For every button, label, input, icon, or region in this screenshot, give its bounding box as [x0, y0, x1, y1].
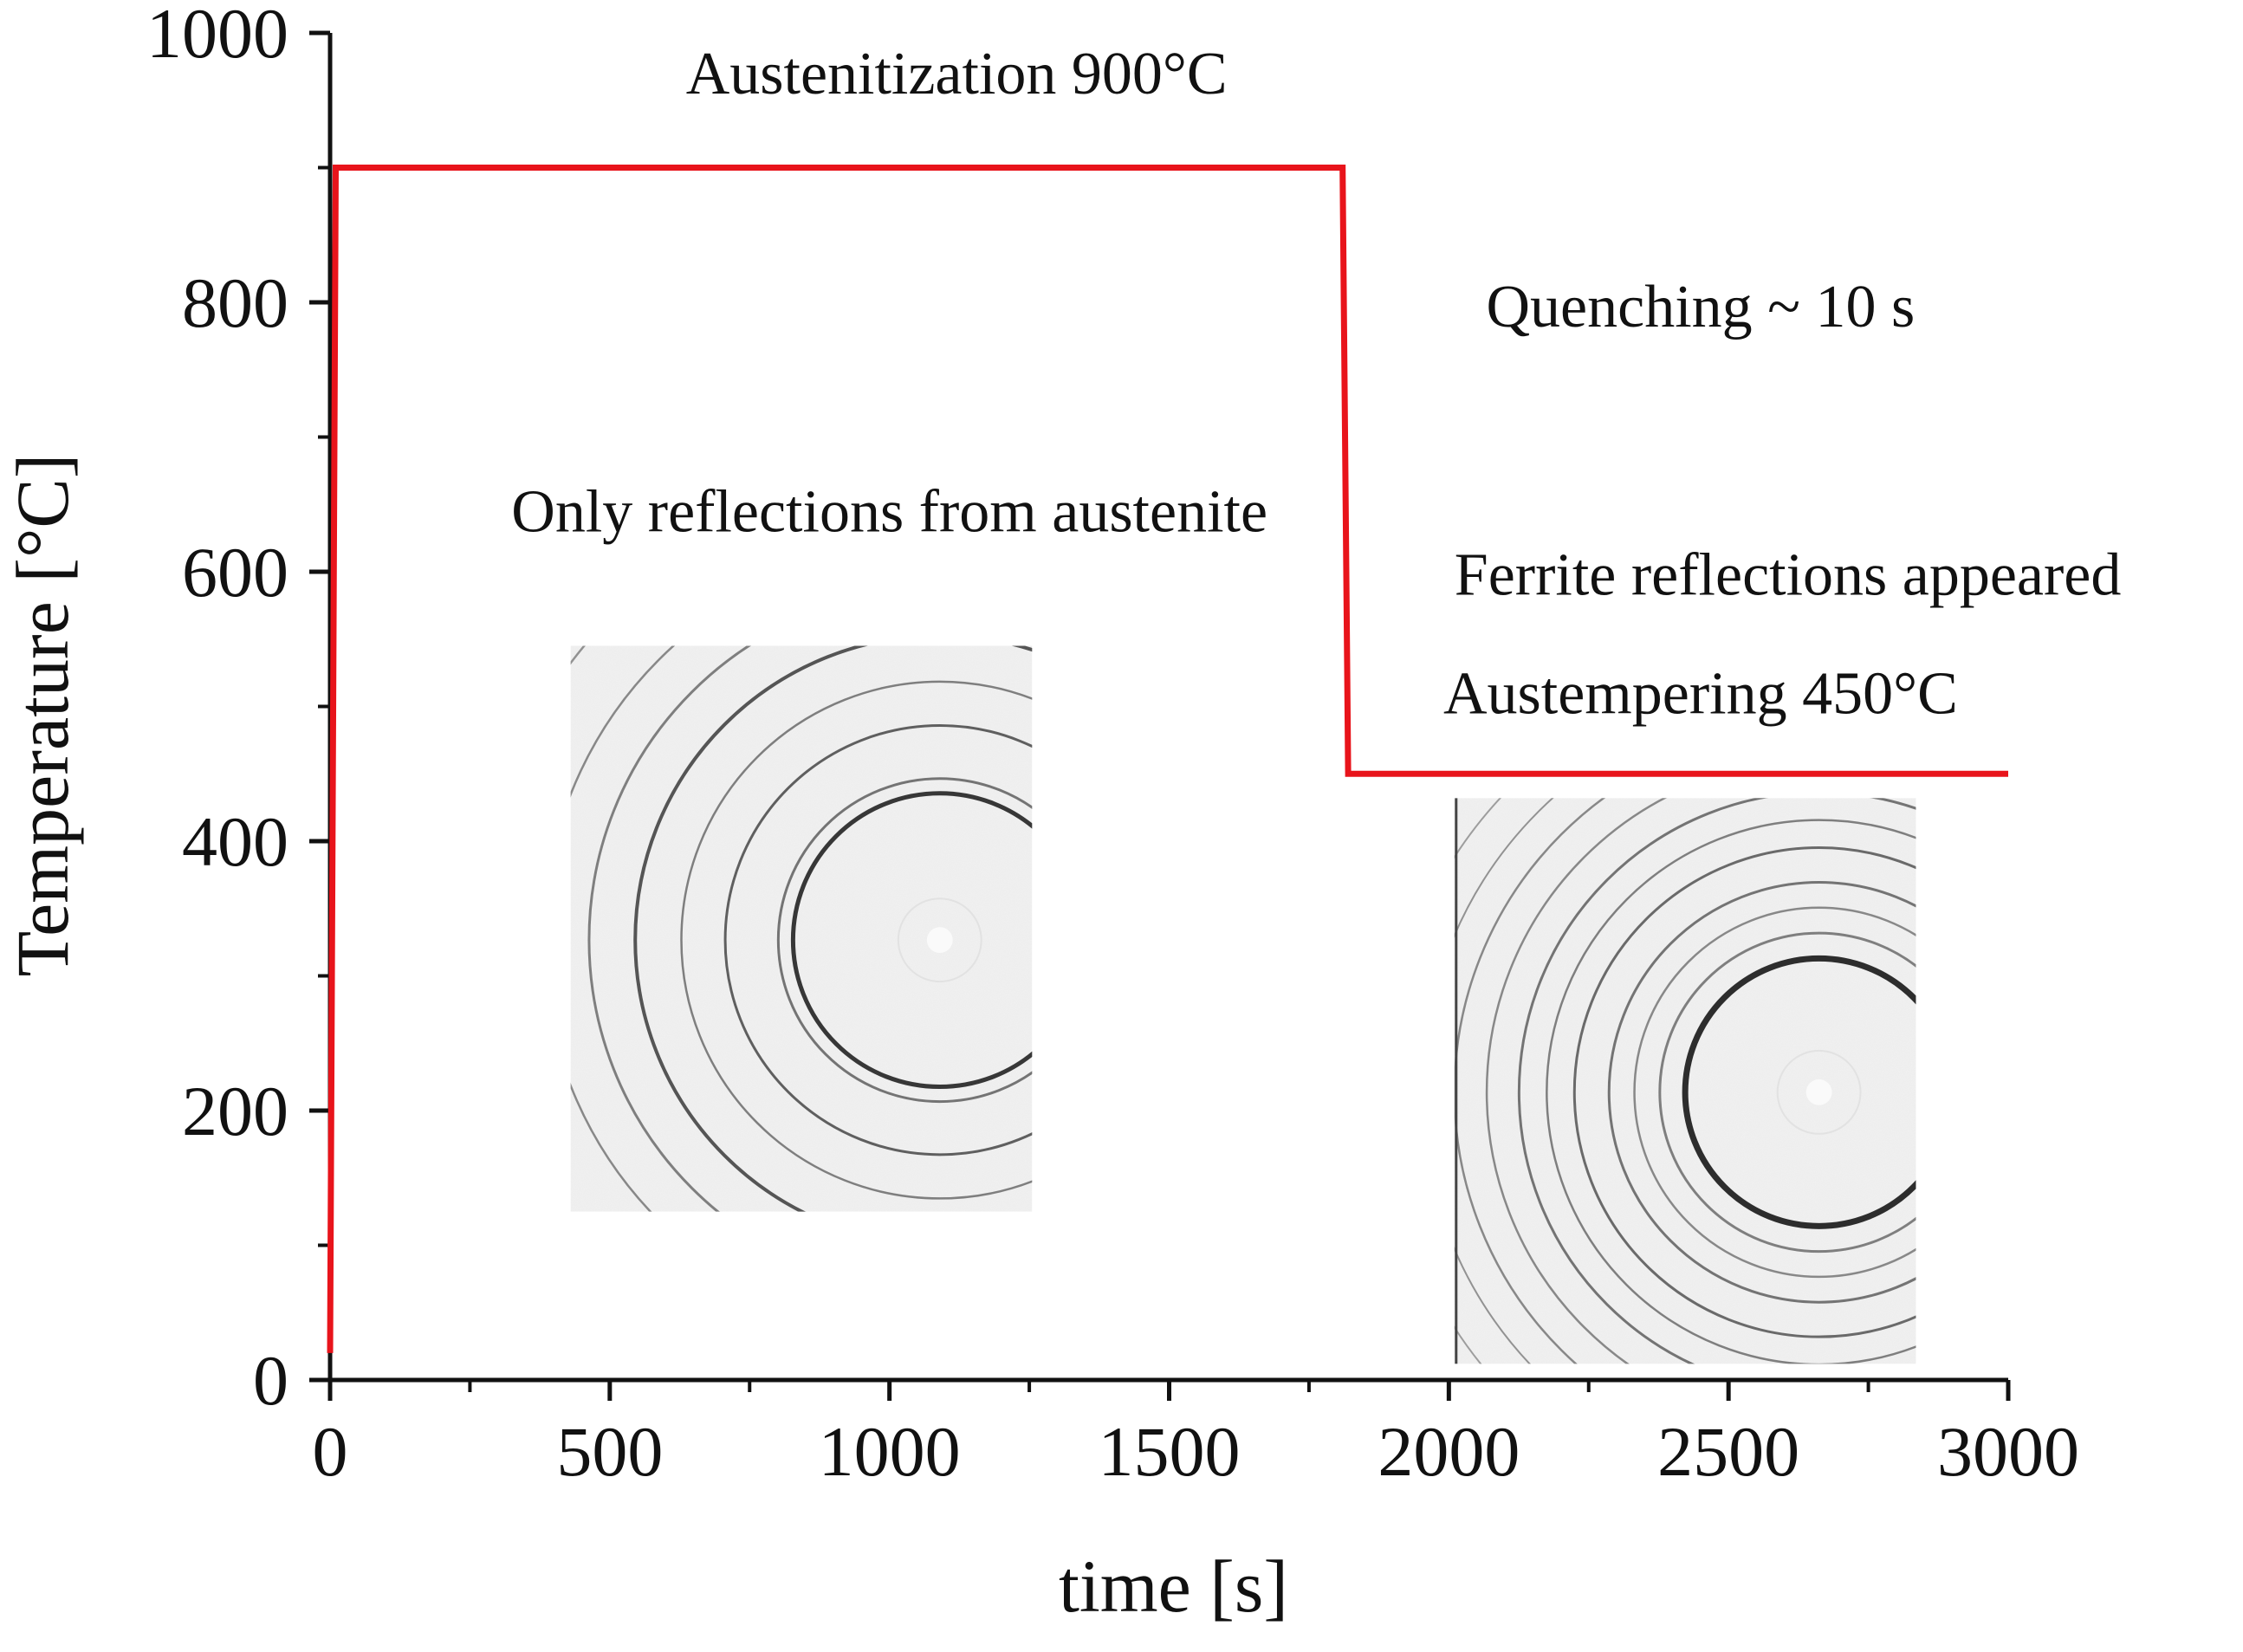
diffraction-ring [1485, 798, 1668, 1364]
y-tick-label: 600 [182, 533, 288, 612]
diffraction-ring [1682, 955, 1916, 1229]
y-axis-title: Temperature [°C] [1, 454, 84, 977]
annotation-label: Austempering 450°C [1443, 660, 1958, 727]
inset-faint-ring [897, 897, 982, 983]
x-tick-label: 0 [313, 1412, 348, 1491]
diffraction-ring [723, 724, 1033, 1156]
annotation-label: Austenitization 900°C [686, 41, 1228, 107]
y-tick-label: 200 [182, 1072, 288, 1150]
diffraction-ring [1517, 798, 1916, 1364]
diffraction-ring [776, 777, 1033, 1104]
diffraction-ring [1633, 906, 1916, 1279]
diffraction-ring [1572, 846, 1916, 1338]
diffraction-ring [680, 680, 1033, 1200]
annotation-label: Quenching ~ 10 s [1487, 274, 1916, 340]
x-tick-label: 500 [556, 1412, 663, 1491]
diffraction-pattern-austenite [570, 645, 1033, 1212]
diffraction-ring [1658, 931, 1916, 1254]
temperature-profile-line [327, 165, 2008, 1353]
diffraction-ring [790, 791, 1033, 1089]
x-tick-label: 1000 [819, 1412, 961, 1491]
x-tick-label: 2000 [1378, 1412, 1520, 1491]
x-tick-label: 2500 [1657, 1412, 1799, 1491]
inset-noise [570, 645, 1033, 1212]
x-axis-title: time [s] [1059, 1545, 1288, 1628]
beam-center-spot [926, 927, 953, 954]
inset-faint-ring [1776, 1049, 1862, 1135]
diffraction-ring [633, 645, 1033, 1212]
diffraction-ring [1546, 819, 1916, 1364]
diffraction-pattern-ferrite [1454, 798, 1916, 1364]
x-tick-label: 3000 [1937, 1412, 2079, 1491]
y-tick-label: 0 [253, 1341, 288, 1420]
beam-center-spot [1805, 1079, 1832, 1105]
y-tick-label: 800 [182, 263, 288, 342]
diffraction-ring [1607, 881, 1916, 1304]
annotation-label: Ferrite reflections appeared [1455, 541, 2122, 608]
y-tick-label: 1000 [146, 0, 288, 73]
diffraction-ring [587, 645, 752, 1212]
annotation-label: Only reflections from austenite [511, 478, 1267, 545]
x-tick-label: 1500 [1099, 1412, 1241, 1491]
y-tick-label: 400 [182, 802, 288, 881]
